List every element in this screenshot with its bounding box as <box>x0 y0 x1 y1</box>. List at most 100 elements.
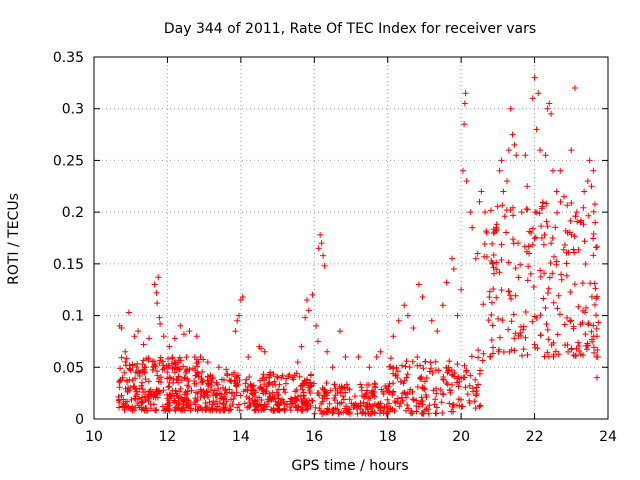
noise-marker <box>443 379 450 386</box>
noise-marker <box>307 389 314 396</box>
data-point <box>160 333 167 340</box>
noise-marker <box>476 403 483 410</box>
noise-marker <box>382 382 389 389</box>
data-point <box>415 281 422 288</box>
noise-marker <box>419 385 426 392</box>
noise-marker <box>485 317 492 324</box>
data-point <box>535 90 542 97</box>
data-point <box>498 157 505 164</box>
noise-marker <box>154 387 161 394</box>
data-point <box>324 348 331 355</box>
data-point <box>509 131 516 138</box>
noise-marker <box>549 270 556 277</box>
noise-marker <box>371 393 378 400</box>
noise-marker <box>194 406 201 413</box>
noise-marker <box>524 206 531 213</box>
noise-marker <box>443 364 450 371</box>
data-point <box>527 229 534 236</box>
x-tick-label: 16 <box>305 429 323 445</box>
data-point <box>594 353 601 360</box>
noise-marker <box>149 358 156 365</box>
noise-marker <box>537 273 544 280</box>
noise-marker <box>493 259 500 266</box>
noise-marker <box>293 370 300 377</box>
noise-marker <box>584 340 591 347</box>
noise-marker <box>391 398 398 405</box>
noise-marker <box>399 362 406 369</box>
noise-marker <box>294 407 301 414</box>
noise-marker <box>563 260 570 267</box>
noise-marker <box>571 233 578 240</box>
data-point <box>448 255 455 262</box>
noise-marker <box>192 367 199 374</box>
noise-marker <box>181 391 188 398</box>
noise-marker <box>284 400 291 407</box>
noise-marker <box>346 409 353 416</box>
noise-marker <box>226 403 233 410</box>
noise-marker <box>417 398 424 405</box>
noise-marker <box>182 404 189 411</box>
data-point <box>454 312 461 319</box>
noise-marker <box>303 402 310 409</box>
data-point <box>542 152 549 159</box>
noise-marker <box>180 397 187 404</box>
noise-marker <box>450 408 457 415</box>
noise-marker <box>433 404 440 411</box>
chart-title: Day 344 of 2011, Rate Of TEC Index for r… <box>164 21 536 37</box>
noise-marker <box>207 386 214 393</box>
noise-marker <box>532 344 539 351</box>
y-tick-label: 0.35 <box>53 50 84 66</box>
data-point <box>443 279 450 286</box>
noise-marker <box>558 271 565 278</box>
noise-band-layer <box>115 198 602 417</box>
noise-marker <box>162 407 169 414</box>
noise-marker <box>246 373 253 380</box>
data-point <box>533 126 540 133</box>
noise-marker <box>160 387 167 394</box>
noise-marker <box>481 241 488 248</box>
noise-marker <box>300 395 307 402</box>
noise-marker <box>595 319 602 326</box>
noise-marker <box>346 396 353 403</box>
data-point <box>146 335 153 342</box>
noise-marker <box>133 388 140 395</box>
noise-marker <box>285 373 292 380</box>
noise-marker <box>550 253 557 260</box>
noise-marker <box>289 400 296 407</box>
data-point <box>390 333 397 340</box>
data-point <box>549 167 556 174</box>
noise-marker <box>120 401 127 408</box>
tick-layer: 10 12 14 16 18 20 22 24 0 0.05 0.1 0.15 0.2 0.25 0.3 0.… <box>53 50 617 445</box>
noise-marker <box>386 400 393 407</box>
noise-marker <box>557 198 564 205</box>
noise-marker <box>594 346 601 353</box>
noise-marker <box>537 312 544 319</box>
noise-marker <box>394 395 401 402</box>
noise-marker <box>508 295 515 302</box>
data-point <box>261 348 268 355</box>
noise-marker <box>205 394 212 401</box>
noise-marker <box>554 305 561 312</box>
data-point <box>461 121 468 128</box>
noise-marker <box>237 392 244 399</box>
noise-marker <box>404 390 411 397</box>
data-point <box>309 291 316 298</box>
noise-marker <box>197 386 204 393</box>
data-point <box>329 364 336 371</box>
data-point <box>151 281 158 288</box>
noise-marker <box>403 374 410 381</box>
noise-marker <box>209 405 216 412</box>
data-point <box>581 188 588 195</box>
noise-marker <box>359 410 366 417</box>
noise-marker <box>385 383 392 390</box>
noise-marker <box>344 405 351 412</box>
noise-marker <box>537 267 544 274</box>
noise-marker <box>532 208 539 215</box>
noise-marker <box>187 405 194 412</box>
noise-marker <box>579 280 586 287</box>
noise-marker <box>417 362 424 369</box>
data-point <box>122 348 129 355</box>
noise-marker <box>159 403 166 410</box>
noise-marker <box>541 231 548 238</box>
